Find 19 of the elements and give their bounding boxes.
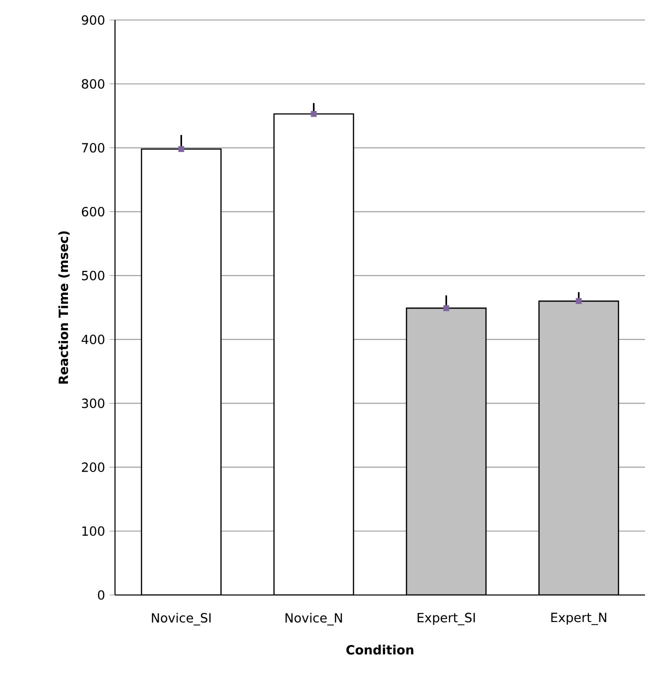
- y-axis-title: Reaction Time (msec): [58, 231, 70, 384]
- x-tick-label: Novice_SI: [152, 612, 211, 626]
- y-tick-label: 100: [82, 526, 104, 536]
- y-tick-label: 800: [82, 79, 104, 89]
- point: [310, 110, 317, 117]
- y-tick-label: 900: [82, 15, 104, 25]
- y-tick-label: 600: [82, 206, 104, 216]
- y-tick-label: 0: [98, 590, 104, 600]
- point: [576, 298, 582, 304]
- y-tick-label: 500: [82, 270, 104, 280]
- y-tick-label: 400: [82, 334, 104, 344]
- y-tick-label: 300: [82, 398, 104, 408]
- y-tick-label: 700: [82, 142, 104, 153]
- x-axis-title: Condition: [346, 644, 414, 655]
- point: [443, 305, 450, 312]
- x-tick-label: Expert_SI: [418, 612, 475, 626]
- x-tick-label: Novice_N: [286, 612, 342, 626]
- y-tick-label: 200: [82, 462, 104, 472]
- x-tick-label: Expert_N: [551, 612, 606, 626]
